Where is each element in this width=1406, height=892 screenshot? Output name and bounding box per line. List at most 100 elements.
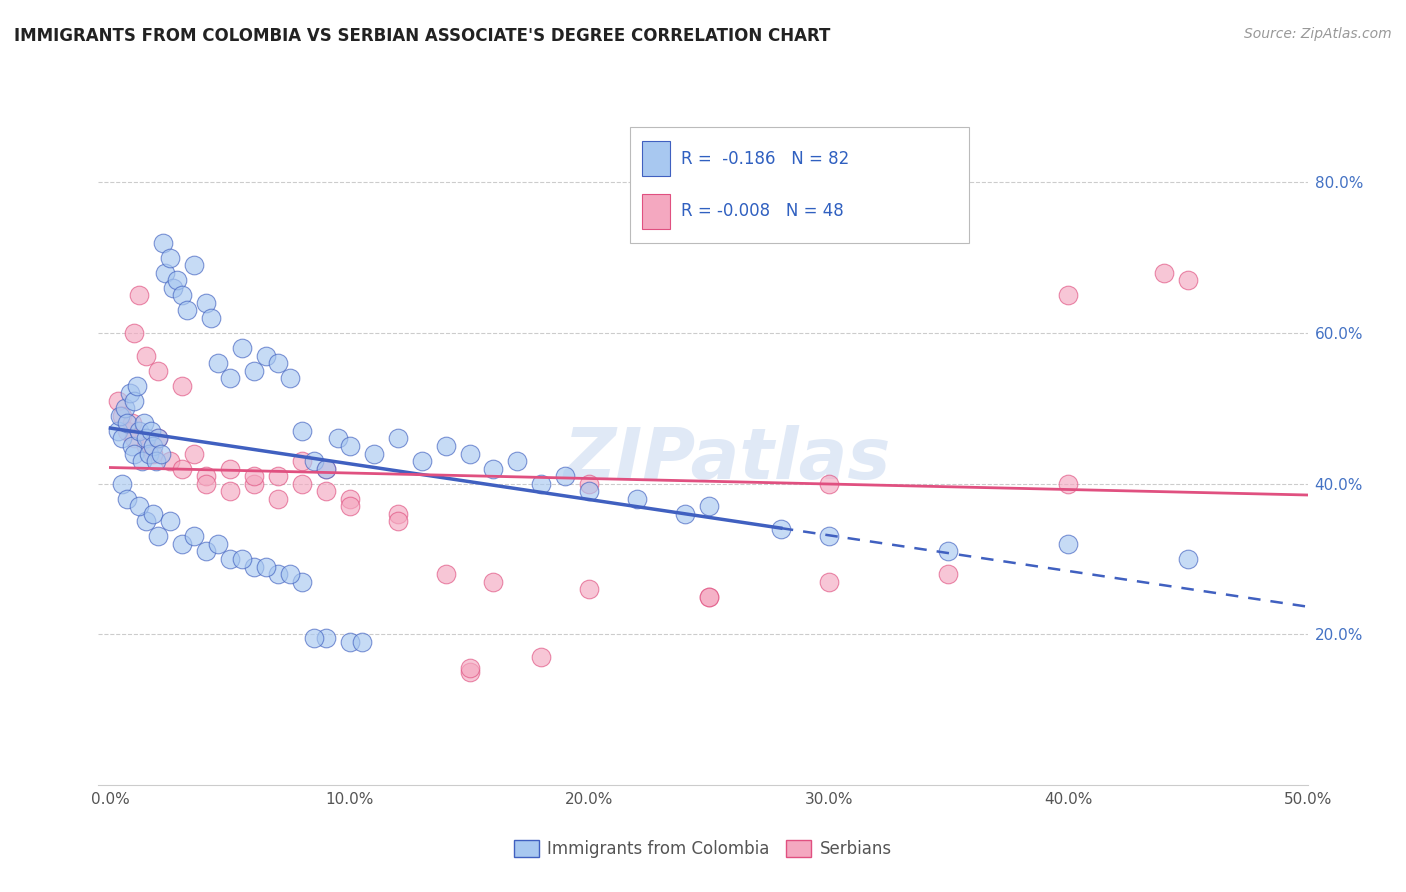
Point bbox=[135, 432, 157, 446]
Point bbox=[267, 356, 290, 370]
Point bbox=[243, 469, 266, 483]
Point bbox=[291, 574, 314, 589]
Point bbox=[387, 514, 409, 528]
Point bbox=[817, 529, 839, 543]
Point bbox=[125, 378, 148, 392]
Point bbox=[254, 559, 277, 574]
Point bbox=[938, 544, 960, 558]
Point bbox=[118, 386, 141, 401]
Point bbox=[1153, 266, 1175, 280]
Point bbox=[148, 364, 170, 378]
Point bbox=[128, 500, 150, 514]
Text: Source: ZipAtlas.com: Source: ZipAtlas.com bbox=[1244, 27, 1392, 41]
Point bbox=[278, 567, 301, 582]
Point bbox=[172, 461, 194, 475]
Point bbox=[111, 432, 134, 446]
Point bbox=[155, 266, 177, 280]
Point bbox=[131, 454, 153, 468]
Point bbox=[128, 424, 150, 438]
Point bbox=[315, 461, 337, 475]
Point bbox=[387, 507, 409, 521]
Point bbox=[267, 469, 290, 483]
Point bbox=[578, 582, 600, 596]
Point bbox=[135, 514, 157, 528]
Point bbox=[142, 446, 165, 460]
Point bbox=[769, 522, 792, 536]
Point bbox=[302, 631, 325, 645]
Point bbox=[278, 371, 301, 385]
Point bbox=[111, 476, 134, 491]
Point bbox=[124, 326, 146, 340]
Point bbox=[166, 273, 188, 287]
Point bbox=[254, 349, 277, 363]
Point bbox=[148, 432, 170, 446]
Point bbox=[267, 567, 290, 582]
Point bbox=[243, 364, 266, 378]
Point bbox=[315, 461, 337, 475]
Point bbox=[458, 665, 481, 679]
Point bbox=[291, 424, 314, 438]
Point bbox=[243, 476, 266, 491]
Point bbox=[115, 417, 138, 431]
Point bbox=[1057, 288, 1080, 302]
Point bbox=[107, 424, 129, 438]
Point bbox=[291, 476, 314, 491]
Point bbox=[148, 432, 170, 446]
Point bbox=[554, 469, 576, 483]
Point bbox=[339, 439, 361, 453]
Point bbox=[231, 341, 253, 355]
Point bbox=[124, 393, 146, 408]
Point bbox=[434, 567, 457, 582]
Point bbox=[578, 484, 600, 499]
Point bbox=[183, 529, 205, 543]
Point bbox=[231, 552, 253, 566]
Point bbox=[128, 288, 150, 302]
Point bbox=[817, 574, 839, 589]
Point bbox=[159, 514, 181, 528]
Point bbox=[115, 424, 138, 438]
Point bbox=[172, 288, 194, 302]
Point bbox=[195, 476, 218, 491]
Point bbox=[159, 454, 181, 468]
Point bbox=[121, 439, 143, 453]
Point bbox=[315, 631, 337, 645]
Point bbox=[411, 454, 433, 468]
Point bbox=[530, 649, 553, 664]
Point bbox=[350, 635, 373, 649]
Point bbox=[142, 507, 165, 521]
Point bbox=[387, 432, 409, 446]
Point bbox=[219, 484, 242, 499]
Point bbox=[302, 454, 325, 468]
Legend: Immigrants from Colombia, Serbians: Immigrants from Colombia, Serbians bbox=[508, 833, 898, 864]
Point bbox=[195, 469, 218, 483]
Point bbox=[195, 296, 218, 310]
Point bbox=[339, 635, 361, 649]
Point bbox=[482, 461, 505, 475]
Point bbox=[207, 356, 229, 370]
Point bbox=[132, 417, 155, 431]
Point bbox=[219, 552, 242, 566]
Point bbox=[1177, 273, 1199, 287]
Point bbox=[243, 559, 266, 574]
Point bbox=[124, 432, 146, 446]
Point bbox=[172, 378, 194, 392]
Point bbox=[114, 401, 136, 416]
Point bbox=[697, 500, 720, 514]
Point bbox=[148, 529, 170, 543]
Point bbox=[135, 439, 157, 453]
Point bbox=[152, 235, 174, 250]
Point bbox=[1057, 476, 1080, 491]
Point bbox=[434, 439, 457, 453]
Point bbox=[219, 371, 242, 385]
Point bbox=[673, 507, 696, 521]
Point bbox=[530, 476, 553, 491]
Point bbox=[111, 409, 134, 423]
Point bbox=[195, 544, 218, 558]
Point bbox=[697, 590, 720, 604]
Text: ZIPatlas: ZIPatlas bbox=[564, 425, 891, 494]
Point bbox=[458, 661, 481, 675]
Text: R =  -0.186   N = 82: R = -0.186 N = 82 bbox=[681, 150, 849, 168]
Point bbox=[121, 417, 143, 431]
Point bbox=[115, 491, 138, 506]
Point bbox=[817, 476, 839, 491]
